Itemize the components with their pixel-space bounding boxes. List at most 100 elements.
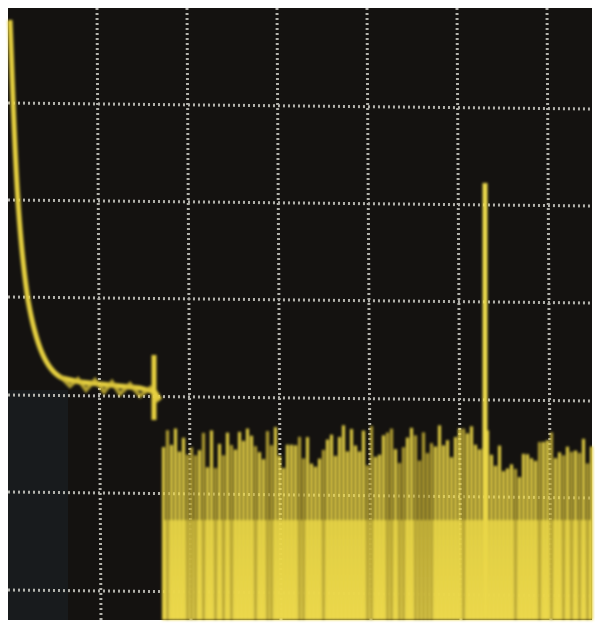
spectrum-bar [290,444,293,620]
spectrum-bar [522,453,525,620]
spectrum-bar [498,445,501,620]
spectrum-bar [430,443,433,620]
spectrum-bar [362,430,365,620]
spectrum-bar [570,451,573,620]
spectrum-bar [590,446,593,620]
spectrum-bar [298,436,301,620]
spectrum-bar [250,435,253,620]
spectrum-bar [426,453,429,620]
grid-horizontal [7,101,593,111]
spectrum-bar [390,428,393,620]
spectrum-bar [302,458,305,620]
spectrum-bar [294,445,297,620]
spectrum-bar [562,455,565,620]
spectrum-bar [286,444,289,620]
spectrum-bar [190,447,193,620]
spectrum-bar [406,437,409,620]
spectrum-bar [258,452,261,620]
spectrum-bar [242,440,245,620]
spectrum-bar [310,463,313,620]
spectrum-bar [374,456,377,620]
spectrum-bar [510,464,513,620]
spectrum-bar [222,455,225,620]
spectrum-bar [270,445,273,620]
spectrum-bar [382,435,385,620]
spectrum-bar [186,454,189,620]
spectrum-bar [458,428,461,620]
spectrum-bar [582,438,585,620]
spectrum-bar [414,435,417,620]
spectrum-bar [170,444,173,620]
spectrum-bar [442,445,445,620]
spectrum-bar [434,446,437,620]
spectrum-bar [358,451,361,620]
spectrum-bar [350,429,353,620]
spectrum-bar [474,444,477,620]
spectrum-bar [278,455,281,620]
spectrum-bar [262,459,265,620]
spectrum-bar [274,427,277,620]
spectrum-bar [534,460,537,620]
spectrum-bar [394,449,397,620]
grid-horizontal [7,393,593,403]
spectrum-bar [550,432,553,620]
spectrum-bar [482,448,485,620]
spectrum-bars [162,425,593,620]
screen-reflection [8,390,68,620]
grid-horizontal [7,295,593,305]
spectrum-bar [546,440,549,620]
spectrum-bar [438,425,441,620]
spectrum-bar [194,455,197,620]
spectrum-bar [306,437,309,620]
spectrum-bar [266,431,269,620]
spectrum-bar [342,425,345,620]
spectrum-bar [530,458,533,620]
spectrum-bar [558,452,561,620]
spectrum-bar [334,455,337,620]
spectrum-bar [214,468,217,620]
spectrum-bar [314,466,317,620]
noise-floor [58,374,160,403]
spectrum-bar [174,428,177,620]
spectrum-bar [226,432,229,620]
spectrum-bar [322,449,325,620]
spectrum-bar [198,450,201,620]
spectrum-bar [282,467,285,620]
spectrum-bar [234,449,237,620]
spectrum-bar [218,443,221,620]
spectrum-bar [398,462,401,620]
spectrum-bar [366,465,369,620]
grid-horizontal [7,198,593,208]
spectrum-bar [182,437,185,620]
spectrum-bar [502,471,505,620]
spectrum-bar [494,465,497,620]
spectrum-bar [422,432,425,620]
spectrum-bar [378,454,381,620]
spectrum-bar [402,447,405,620]
spectrum-bar [410,427,413,620]
spectrum-bar [578,452,581,620]
spectrum-bar [542,441,545,620]
spectrum-bar [230,445,233,620]
spectrum-bar [354,445,357,620]
spectrum-bar [446,440,449,620]
spectrum-bar [254,446,257,620]
spectrum-bar [506,468,509,620]
spectrum-bar [326,439,329,620]
spectrum-bar [462,428,465,620]
spectrum-bar [470,426,473,620]
spectrum-bar [346,451,349,620]
signal-trace [7,19,593,620]
spectrum-bar [586,463,589,620]
spectrum-bar [466,433,469,620]
spectrum-bar [202,432,205,620]
spectrum-bar [486,430,489,620]
spectrum-bar [538,442,541,620]
spectrum-bar [386,432,389,620]
spectrum-bar [566,446,569,620]
spectrum-bar [514,468,517,620]
spectrum-bar [370,426,373,620]
spectrum-bar [338,437,341,620]
